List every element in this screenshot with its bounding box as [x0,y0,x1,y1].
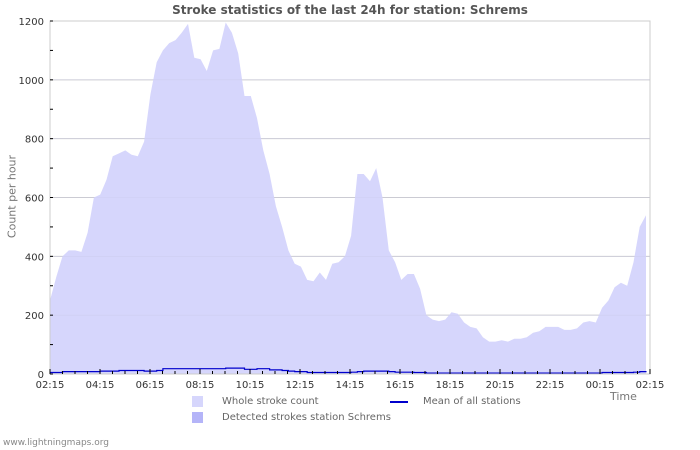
y-tick-label: 0 [38,370,44,381]
legend-whole-stroke-count: Whole stroke count [192,396,319,407]
x-tick-label: 02:15 [636,380,665,391]
x-tick-label: 16:15 [386,380,415,391]
detected-strokes-swatch-icon [192,412,203,423]
x-tick-label: 18:15 [436,380,465,391]
legend-mean-all-stations: Mean of all stations [390,396,521,407]
y-tick-label: 600 [25,194,44,205]
whole-stroke-swatch-icon [192,396,203,407]
y-tick-label: 1000 [19,76,44,87]
y-tick-label: 1200 [19,17,44,28]
legend-label: Detected strokes station Schrems [222,412,391,423]
x-tick-label: 02:15 [36,380,65,391]
x-tick-label: 04:15 [86,380,115,391]
x-tick-label: 22:15 [536,380,565,391]
mean-line-swatch-icon [390,400,408,403]
legend-detected-strokes: Detected strokes station Schrems [192,412,391,423]
legend-label: Whole stroke count [222,396,319,407]
x-tick-label: 12:15 [286,380,315,391]
y-tick-label: 400 [25,252,44,263]
x-tick-label: 08:15 [186,380,215,391]
x-tick-label: 14:15 [336,380,365,391]
chart-title: Stroke statistics of the last 24h for st… [172,3,528,17]
x-tick-label: 00:15 [586,380,615,391]
y-tick-label: 800 [25,135,44,146]
y-tick-label: 200 [25,311,44,322]
x-axis-label: Time [610,390,637,403]
whole-stroke-area [50,22,646,374]
x-tick-label: 06:15 [136,380,165,391]
legend-label: Mean of all stations [423,396,521,407]
footer-site-credit: www.lightningmaps.org [3,438,109,448]
mean-line [50,367,647,374]
x-tick-label: 20:15 [486,380,515,391]
x-tick-label: 10:15 [236,380,265,391]
y-axis-label: Count per hour [5,154,19,239]
